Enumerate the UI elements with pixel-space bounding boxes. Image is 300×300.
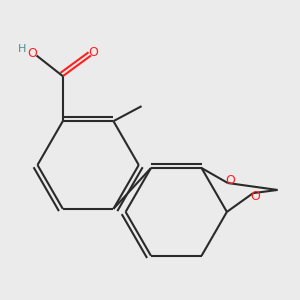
Text: O: O [88, 46, 98, 59]
Text: O: O [250, 190, 260, 202]
Text: O: O [225, 173, 235, 187]
Text: O: O [27, 47, 37, 60]
Text: H: H [18, 44, 26, 54]
